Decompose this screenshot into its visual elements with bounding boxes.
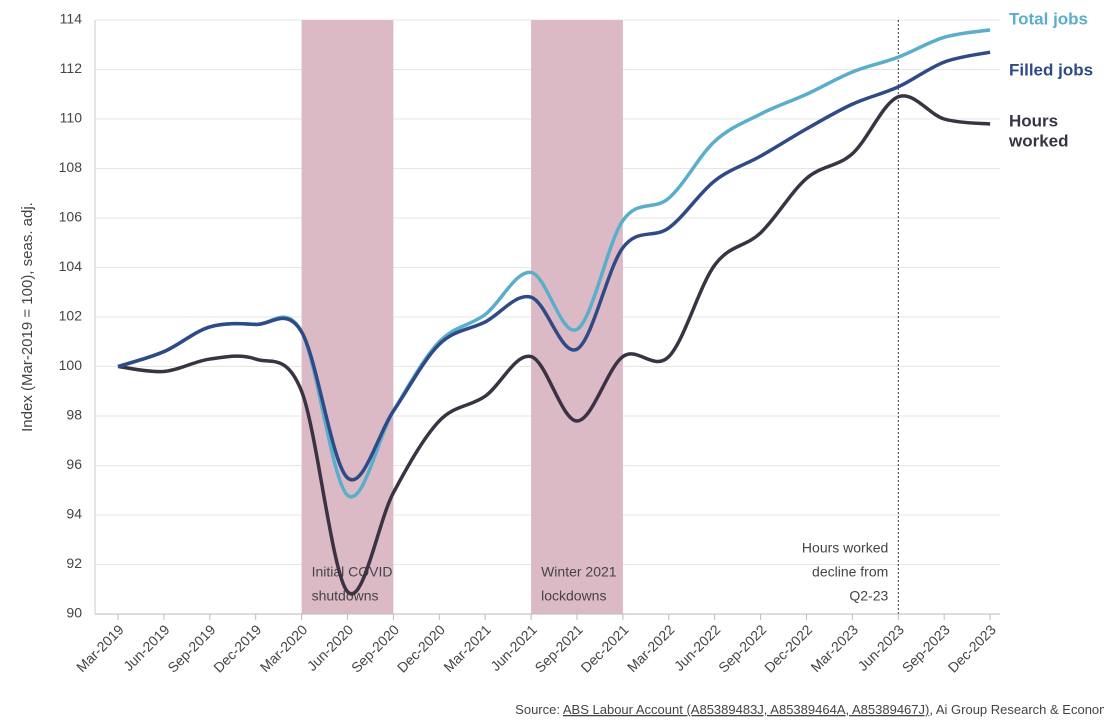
series-line: [117, 50, 991, 482]
x-tick-label: Mar-2019: [73, 621, 127, 675]
y-tick-label: 90: [66, 605, 82, 621]
x-tick-label: Mar-2021: [440, 621, 494, 675]
x-tick-label: Dec-2022: [761, 621, 815, 675]
x-tick-label: Sep-2019: [164, 621, 218, 675]
y-tick-label: 106: [59, 209, 83, 225]
y-tick-label: 102: [59, 308, 83, 324]
y-tick-label: 104: [59, 258, 83, 274]
series-line: [117, 94, 991, 596]
x-tick-label: Mar-2022: [624, 621, 678, 675]
source-link: ABS Labour Account (A85389483J, A8538946…: [563, 702, 929, 717]
x-tick-label: Sep-2021: [531, 621, 585, 675]
vline-label: Q2-23: [849, 588, 888, 604]
shaded-region: [531, 20, 623, 614]
y-tick-label: 92: [66, 555, 82, 571]
x-tick-label: Sep-2022: [715, 621, 769, 675]
region-label: Initial COVID: [312, 564, 393, 580]
region-label: Winter 2021: [541, 564, 617, 580]
legend-label: Filled jobs: [1009, 60, 1093, 79]
x-tick-label: Dec-2020: [394, 621, 448, 675]
y-tick-label: 110: [60, 110, 83, 126]
source: Source: ABS Labour Account (A85389483J, …: [515, 702, 1104, 717]
y-tick-label: 98: [66, 407, 82, 423]
y-axis-label: Index (Mar-2019 = 100), seas. adj.: [19, 202, 36, 432]
x-tick-label: Dec-2023: [945, 621, 999, 675]
x-tick-label: Sep-2020: [348, 621, 402, 675]
legend-label: Hours: [1009, 111, 1058, 130]
x-tick-label: Dec-2019: [210, 621, 264, 675]
region-label: lockdowns: [541, 588, 606, 604]
y-tick-label: 114: [60, 11, 83, 27]
shaded-region: [301, 20, 394, 614]
y-tick-label: 112: [60, 60, 83, 76]
source-suffix: , Ai Group Research & Econom: [929, 702, 1104, 717]
x-tick-label: Mar-2023: [807, 621, 861, 675]
region-label: shutdowns: [312, 588, 379, 604]
y-tick-label: 94: [66, 506, 82, 522]
x-tick-label: Mar-2020: [257, 621, 311, 675]
legend-label: worked: [1008, 131, 1069, 150]
source-prefix: Source:: [515, 702, 563, 717]
legend-label: Total jobs: [1009, 9, 1088, 28]
y-tick-label: 108: [59, 159, 83, 175]
y-tick-label: 100: [59, 357, 83, 373]
y-tick-label: 96: [66, 456, 82, 472]
x-tick-label: Dec-2021: [577, 621, 631, 675]
vline-label: Hours worked: [802, 540, 888, 556]
vline-label: decline from: [812, 564, 888, 580]
x-tick-label: Sep-2023: [899, 621, 953, 675]
